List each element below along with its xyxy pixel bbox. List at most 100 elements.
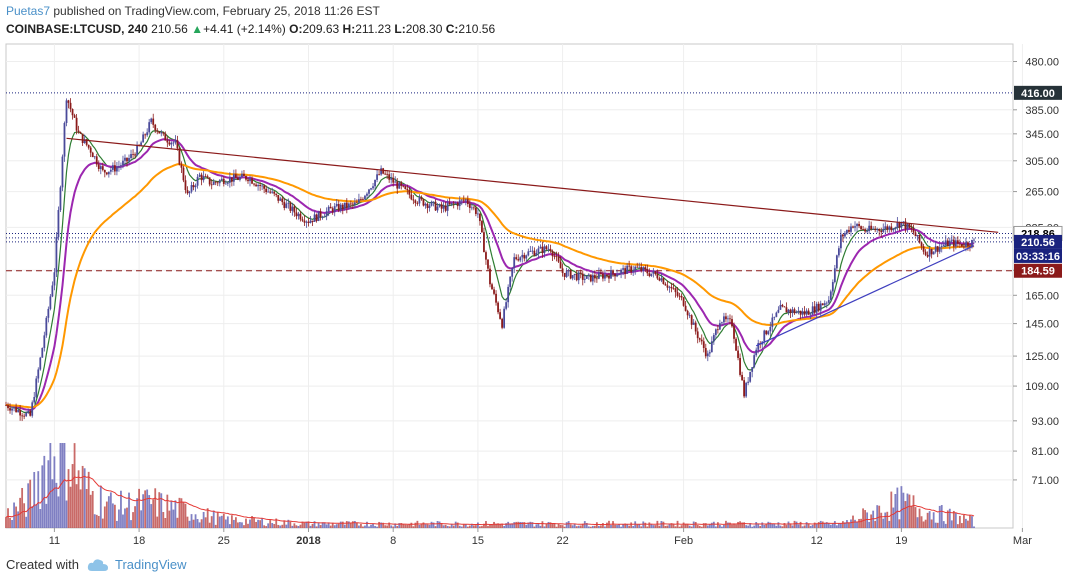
volume-bar [807, 523, 810, 528]
volume-bar [416, 520, 419, 528]
volume-bar [664, 525, 667, 528]
volume-bar [846, 520, 848, 528]
candle-body [241, 173, 243, 177]
candle-body [343, 202, 346, 210]
candle-body [944, 240, 947, 246]
candle-body [581, 273, 584, 280]
candle-body [410, 194, 413, 200]
volume-bar [723, 524, 725, 528]
volume-bar [825, 522, 828, 528]
volume-bar [464, 524, 467, 528]
volume-bar [803, 525, 806, 528]
volume-bar [753, 525, 756, 528]
candle-body [799, 310, 802, 315]
candle-body [116, 166, 118, 172]
candle-body [13, 407, 15, 409]
volume-bar [235, 517, 237, 528]
volume-bar [868, 521, 871, 528]
volume-bar [9, 517, 11, 528]
price-chart[interactable]: 480.00385.00345.00305.00265.00225.00185.… [0, 40, 1067, 552]
candle-body [515, 257, 518, 260]
candle-body [406, 188, 409, 190]
candle-body [107, 171, 110, 175]
volume-bar [31, 506, 34, 528]
ema-slow-line [5, 163, 975, 409]
volume-bar [581, 523, 584, 528]
candle-body [924, 251, 927, 255]
candle-body [206, 176, 209, 178]
candle-body [680, 295, 683, 298]
volume-bar [858, 518, 860, 528]
candle-body [577, 272, 580, 281]
candle-body [908, 223, 911, 228]
volume-bar [507, 521, 510, 528]
volume-bar [289, 521, 292, 528]
candle-body [345, 202, 348, 208]
tradingview-link[interactable]: TradingView [114, 557, 187, 572]
candle-body [184, 180, 187, 191]
candle-body [519, 257, 522, 261]
volume-bar [733, 523, 735, 528]
level-badge [1014, 85, 1062, 100]
candle-body [646, 269, 649, 274]
volume-bar [587, 526, 590, 528]
candle-body [305, 221, 308, 223]
candle-body [684, 305, 687, 311]
candle-body [670, 286, 673, 289]
candle-body [198, 174, 201, 177]
volume-bar [557, 523, 560, 528]
candle-body [547, 248, 550, 250]
author-link[interactable]: Puetas7 [6, 4, 51, 18]
volume-bar [827, 523, 830, 528]
candle-body [616, 274, 618, 277]
volume-bar [378, 521, 380, 528]
volume-bar [791, 525, 794, 528]
candle-body [771, 317, 774, 327]
candle-body [608, 275, 610, 279]
volume-bar [745, 525, 748, 528]
candle-body [932, 251, 935, 255]
candle-body [472, 207, 475, 209]
candle-body [307, 221, 310, 223]
candle-body [690, 315, 693, 325]
candle-body [99, 166, 102, 170]
candle-body [727, 318, 729, 320]
volume-bar [120, 490, 122, 528]
candle-body [775, 312, 778, 317]
candle-body [222, 178, 225, 184]
candle-body [174, 140, 177, 143]
candle-body [876, 229, 879, 231]
candle-body [674, 288, 677, 293]
volume-bar [890, 491, 893, 528]
candle-body [245, 175, 247, 180]
volume-bar [638, 524, 641, 528]
time-tick-label: 22 [556, 535, 568, 547]
volume-bar [963, 515, 965, 528]
candle-body [15, 407, 17, 412]
candle-body [499, 312, 501, 319]
time-tick-label: 11 [49, 535, 60, 547]
volume-bar [228, 524, 231, 528]
candle-body [700, 339, 703, 342]
candle-body [610, 270, 612, 279]
candle-body [275, 193, 278, 196]
volume-bar [27, 483, 30, 528]
candle-body [773, 316, 776, 318]
volume-bar [196, 519, 199, 528]
volume-bar [491, 524, 493, 528]
volume-bar [577, 525, 580, 528]
volume-bar [442, 525, 445, 528]
volume-bar [396, 525, 399, 528]
candle-body [224, 183, 227, 185]
volume-bar [710, 522, 713, 528]
candle-body [194, 185, 197, 188]
volume-bar [412, 526, 415, 528]
candle-body [347, 203, 350, 208]
volume-bar [251, 516, 253, 528]
volume-bar [25, 516, 28, 528]
volume-bar [714, 526, 717, 528]
volume-bar [140, 510, 143, 528]
volume-bar [489, 524, 491, 528]
candle-body [714, 329, 717, 335]
candle-body [477, 213, 479, 215]
